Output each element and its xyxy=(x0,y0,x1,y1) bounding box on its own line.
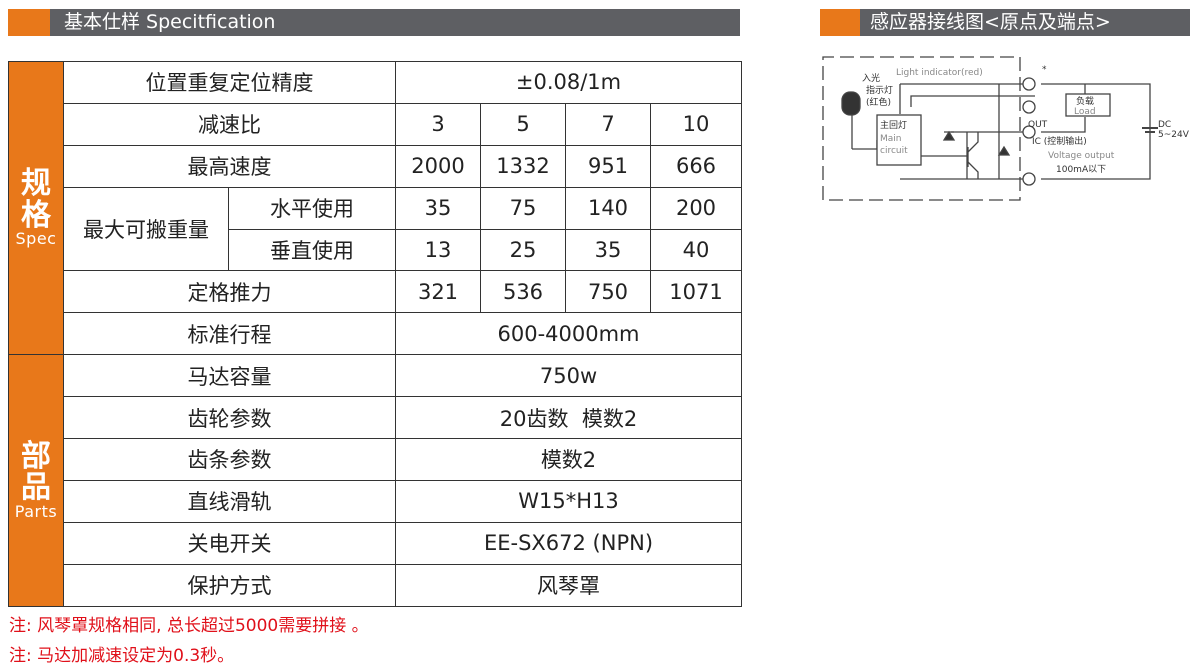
row-label: 马达容量 xyxy=(63,354,396,398)
table-row: 规格 Spec 位置重复定位精度 ±0.08/1m xyxy=(8,60,742,356)
ic-label: IC (控制输出) xyxy=(1032,135,1087,147)
row-value: EE-SX672 (NPN) xyxy=(395,521,742,565)
dc-label: DC xyxy=(1158,120,1171,130)
cell: 5 xyxy=(480,102,566,146)
cell: 7 xyxy=(565,102,651,146)
row-label: 标准行程 xyxy=(63,312,396,356)
load-label: 负载 xyxy=(1076,95,1094,107)
table-row: 部品 Parts 马达容量 750w xyxy=(8,354,742,607)
terminals xyxy=(1022,77,1036,186)
note-2: 注: 马达加减速设定为0.3秒。 xyxy=(9,646,235,666)
cell: 75 xyxy=(480,186,566,230)
table-row: 齿条参数 模数2 xyxy=(9,438,742,481)
header-accent xyxy=(8,9,50,36)
row-label: 位置重复定位精度 xyxy=(63,61,396,104)
row-value: 风琴罩 xyxy=(395,563,742,607)
transistor-icon xyxy=(967,132,979,179)
table-row: 齿轮参数 20齿数 模数2 xyxy=(9,396,742,440)
table-row: 标准行程 600-4000mm xyxy=(9,312,742,356)
row-value: 模数2 xyxy=(395,438,742,481)
row-label: 定格推力 xyxy=(63,270,396,314)
dc-range-label: 5~24V xyxy=(1158,130,1190,140)
cell: 321 xyxy=(395,270,481,314)
voltage-label: Voltage output xyxy=(1048,151,1115,161)
row-value: 750w xyxy=(395,354,742,398)
cell: 951 xyxy=(565,144,651,188)
light-indicator-label: Light indicator(red) xyxy=(896,68,983,78)
row-value: W15*H13 xyxy=(395,479,742,523)
cell: 10 xyxy=(650,102,742,146)
zener-diode-icon xyxy=(942,130,1011,156)
row-label: 最高速度 xyxy=(63,144,396,188)
lamp-icon xyxy=(841,91,861,116)
table-row: 保护方式 风琴罩 xyxy=(9,563,742,607)
note-1: 注: 风琴罩规格相同, 总长超过5000需要拼接 。 xyxy=(9,616,369,636)
wiring-diagram: Light indicator(red) 入光 指示灯 (红色) 主回灯 Mai… xyxy=(822,56,1190,201)
cell: 1332 xyxy=(480,144,566,188)
header-accent xyxy=(820,9,860,36)
out-label: OUT xyxy=(1028,120,1048,130)
cell: 2000 xyxy=(395,144,481,188)
cell: 3 xyxy=(395,102,481,146)
lamp-label: 指示灯 xyxy=(866,84,893,96)
table-row: 最高速度 2000 1332 951 666 xyxy=(9,144,742,188)
group-spec: 规格 Spec xyxy=(8,60,64,356)
cell: 35 xyxy=(395,186,481,230)
cell: 35 xyxy=(565,228,651,272)
spec-table: 规格 Spec 位置重复定位精度 ±0.08/1m 减速比 3 5 7 10 最高速度 … xyxy=(8,60,742,607)
table-row: 直线滑轨 W15*H13 xyxy=(9,479,742,523)
cell: 666 xyxy=(650,144,742,188)
row-label: 减速比 xyxy=(63,102,396,146)
table-row: 定格推力 321 536 750 1071 xyxy=(9,270,742,314)
cell: 13 xyxy=(395,228,481,272)
row-label: 最大可搬重量 xyxy=(63,186,229,272)
star-label: * xyxy=(1042,65,1047,75)
row-label: 关电开关 xyxy=(63,521,396,565)
cell: 25 xyxy=(480,228,566,272)
cell: 536 xyxy=(480,270,566,314)
main-circuit-label: Main xyxy=(880,134,902,144)
current-label: 100mA以下 xyxy=(1056,165,1106,175)
sensor-outline xyxy=(822,56,1021,201)
main-circuit-label: circuit xyxy=(880,146,908,156)
spec-header-title: 基本仕样 Specitfication xyxy=(64,11,276,33)
row-sublabel: 垂直使用 xyxy=(228,228,396,272)
battery-icon xyxy=(1142,127,1158,133)
wiring-header: 感应器接线图<原点及端点> xyxy=(820,9,1190,36)
row-value: ±0.08/1m xyxy=(395,61,742,104)
table-row: 减速比 3 5 7 10 xyxy=(9,102,742,146)
wiring-header-title: 感应器接线图<原点及端点> xyxy=(870,11,1111,33)
main-circuit-label: 主回灯 xyxy=(880,119,907,131)
cell: 140 xyxy=(565,186,651,230)
row-sublabel: 水平使用 xyxy=(228,186,396,230)
load-label: Load xyxy=(1074,107,1096,117)
cell: 750 xyxy=(565,270,651,314)
cell: 1071 xyxy=(650,270,742,314)
row-value: 600-4000mm xyxy=(395,312,742,356)
cell: 40 xyxy=(650,228,742,272)
cell: 200 xyxy=(650,186,742,230)
row-label: 保护方式 xyxy=(63,563,396,607)
main-circuit-box xyxy=(876,114,922,166)
load-box xyxy=(1065,93,1111,117)
table-row: 最大可搬重量 水平使用 35 75 140 200 xyxy=(9,186,742,272)
lamp-label: 入光 xyxy=(862,72,880,84)
group-parts: 部品 Parts xyxy=(8,354,64,607)
row-label: 齿轮参数 xyxy=(63,396,396,440)
row-label: 齿条参数 xyxy=(63,438,396,481)
table-row: 关电开关 EE-SX672 (NPN) xyxy=(9,521,742,565)
row-label: 直线滑轨 xyxy=(63,479,396,523)
row-value: 20齿数 模数2 xyxy=(395,396,742,440)
lamp-label: (红色) xyxy=(866,96,891,108)
spec-header: 基本仕样 Specitfication xyxy=(8,9,740,36)
